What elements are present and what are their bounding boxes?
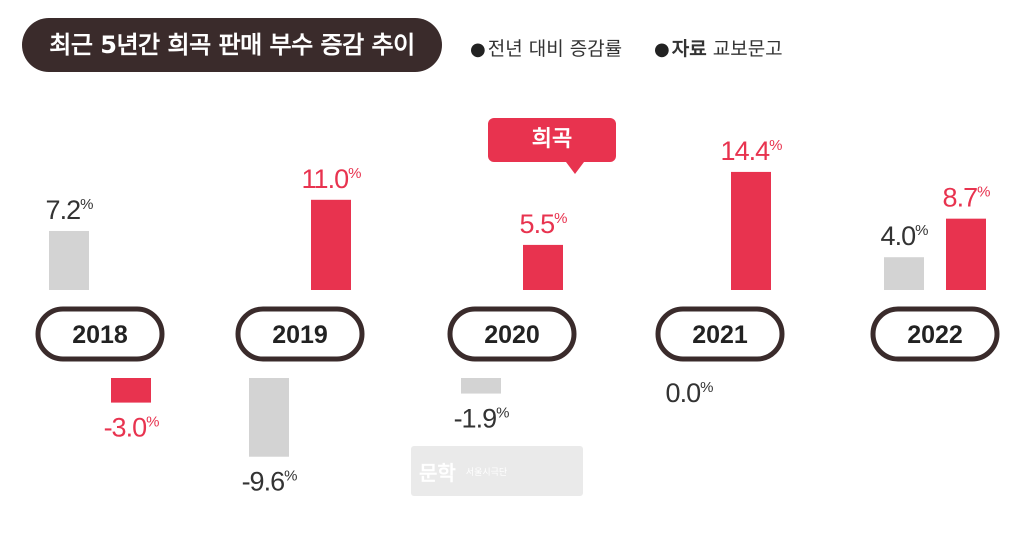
legend-series-label: 전년 대비 증감률 [487,38,623,60]
year-label-2019: 2019 [272,321,328,349]
bullet-icon: ● [470,39,486,60]
value-label-red-2019: 11.0% [302,164,362,194]
watermark-text: 문학 [419,460,456,485]
watermark: 문학 서울시극단 [411,446,583,496]
bar-gray-2018 [49,230,89,290]
bar-red-2021 [731,171,771,290]
callout-hee-gok: 희곡 [488,118,616,174]
watermark-subtext: 서울시극단 [465,467,508,478]
value-label-red-2020: 5.5% [520,209,568,239]
value-label-red-2021: 14.4% [721,136,783,166]
bar-gray-2019 [249,378,289,457]
value-label-gray-2022: 4.0% [881,221,929,251]
bar-gray-2022 [884,257,924,290]
value-label-gray-2021: 0.0% [666,378,714,408]
bullet-icon: ● [654,39,670,60]
bar-red-2018 [111,378,151,403]
year-label-2018: 2018 [72,321,128,349]
bar-red-2022 [946,218,986,290]
legend-source: ● 자료 교보문고 [654,34,783,61]
bar-gray-2020 [461,378,501,394]
legend-series: ● 전년 대비 증감률 [470,34,622,61]
year-pill-2020 [447,306,577,362]
value-label-red-2022: 8.7% [943,183,991,213]
year-pill-2018 [35,306,165,362]
year-pill-2021 [655,306,785,362]
bar-red-2020 [523,244,563,290]
value-label-gray-2018: 7.2% [46,195,94,225]
year-label-2022: 2022 [907,321,963,349]
legend-source-label: 자료 [671,38,707,60]
year-label-2020: 2020 [484,321,540,349]
value-label-gray-2020: -1.9% [454,404,510,434]
legend-source-value: 교보문고 [712,38,783,60]
chart-title: 최근 5년간 희곡 판매 부수 증감 추이 [22,18,442,72]
year-label-2021: 2021 [692,321,748,349]
value-label-gray-2019: -9.6% [242,467,298,497]
year-pill-2019 [235,306,365,362]
bar-red-2019 [311,199,351,290]
value-label-red-2018: -3.0% [104,413,160,443]
year-pill-2022 [870,306,1000,362]
